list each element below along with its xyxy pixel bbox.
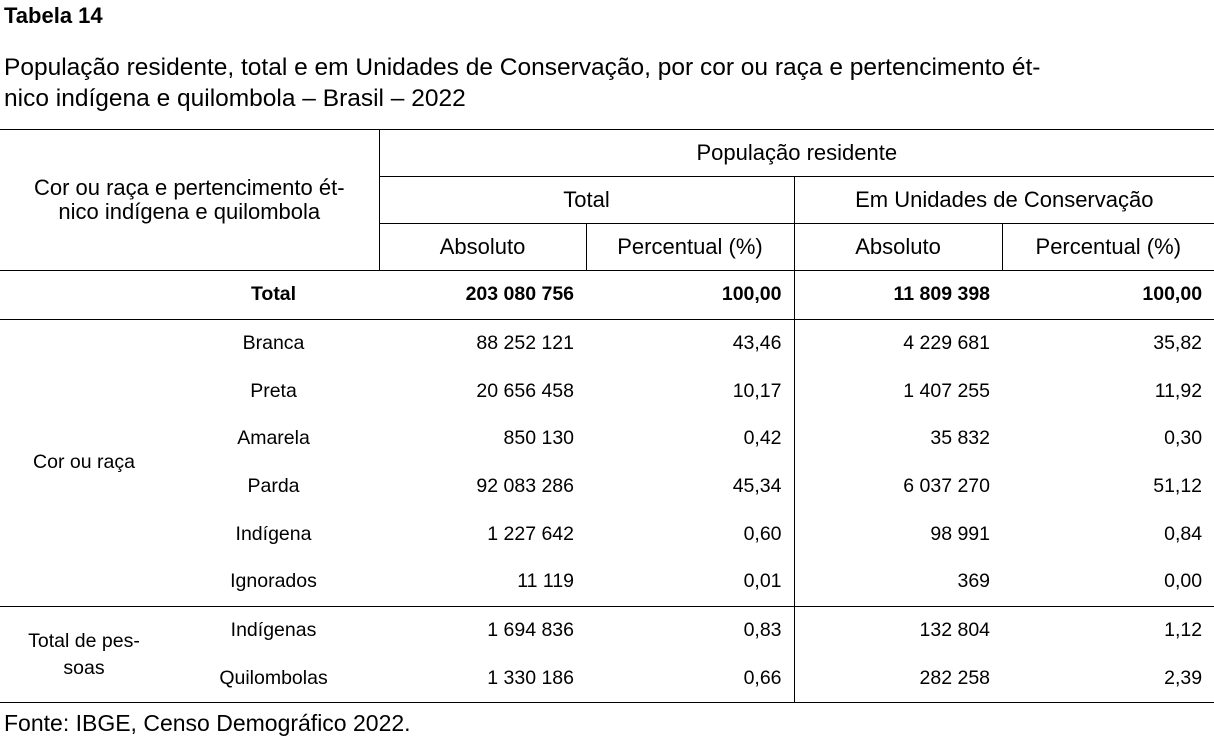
table-row: Ignorados 11 119 0,01 369 0,00: [0, 558, 1214, 607]
table-row: Indígena 1 227 642 0,60 98 991 0,84: [0, 510, 1214, 559]
caption-line: nico indígena e quilombola – Brasil – 20…: [4, 85, 466, 112]
header-uc-absolute: Absoluto: [793, 223, 1003, 271]
row-label: Preta: [250, 379, 297, 402]
cell-total-absolute: 203 080 756: [465, 283, 575, 306]
cell-uc-absolute: 369: [793, 558, 1003, 607]
cell-uc-absolute: 4 229 681: [793, 319, 1003, 368]
header-population: População residente: [378, 129, 1214, 177]
cell-uc-absolute: 35 832: [793, 415, 1003, 463]
header-uc-percent: Percentual (%): [1001, 223, 1214, 271]
cell-uc-percent: 100,00: [1142, 283, 1203, 306]
cell-uc-percent: 0,30: [1164, 427, 1203, 450]
table-caption: População residente, total e em Unidades…: [4, 52, 1204, 114]
cell-uc-percent: 35,82: [1153, 332, 1203, 355]
cell-uc-absolute: 98 991: [793, 510, 1003, 559]
cell-total-absolute: 850 130: [503, 427, 575, 450]
row-label: Quilombolas: [219, 666, 328, 689]
cell-uc-percent: 0,00: [1164, 570, 1203, 593]
group-label: Cor ou raça: [0, 319, 168, 607]
stub-header-line: Cor ou raça e pertencimento ét-: [33, 175, 345, 200]
table-label: Tabela 14: [4, 3, 103, 28]
cell-total-percent: 10,17: [732, 379, 782, 402]
stub-header-line: nico indígena e quilombola: [58, 199, 321, 224]
cell-total-absolute: 1 227 642: [487, 522, 575, 545]
cell-uc-absolute: 6 037 270: [793, 462, 1003, 511]
header-uc: Em Unidades de Conservação: [793, 176, 1214, 224]
cell-total-absolute: 1 694 836: [487, 619, 575, 642]
cell-uc-absolute: 1 407 255: [793, 367, 1003, 416]
cell-total-absolute: 11 119: [517, 570, 575, 593]
cell-total-absolute: 88 252 121: [476, 332, 575, 355]
cell-uc-percent: 51,12: [1153, 475, 1203, 498]
cell-total-percent: 43,46: [732, 332, 782, 355]
caption-line: População residente, total e em Unidades…: [4, 54, 1041, 81]
group-label-line: Total de pes-: [28, 629, 140, 652]
cell-uc-percent: 11,92: [1154, 379, 1203, 402]
group-label-line: soas: [63, 656, 105, 679]
cell-total-percent: 45,34: [732, 475, 782, 498]
row-label: Ignorados: [230, 570, 317, 593]
cell-uc-absolute: 282 258: [793, 654, 1003, 703]
table-row-total: Total 203 080 756 100,00 11 809 398 100,…: [0, 270, 1214, 320]
table-row: Amarela 850 130 0,42 35 832 0,30: [0, 415, 1214, 463]
table-row: Parda 92 083 286 45,34 6 037 270 51,12: [0, 462, 1214, 511]
row-label: Amarela: [237, 427, 310, 450]
table-row: Total de pes- soas Indígenas 1 694 836 0…: [0, 606, 1214, 704]
data-table-container: Cor ou raça e pertencimento ét- nico ind…: [0, 129, 1214, 704]
cell-total-absolute: 1 330 186: [487, 666, 575, 689]
row-label: Branca: [242, 332, 305, 355]
cell-uc-percent: 2,39: [1164, 666, 1203, 689]
header-total: Total: [378, 176, 795, 224]
cell-total-absolute: 92 083 286: [476, 475, 575, 498]
cell-total-absolute: 20 656 458: [476, 379, 575, 402]
row-label: Indígenas: [230, 619, 317, 642]
row-label: Indígena: [235, 522, 312, 545]
row-label: Parda: [247, 475, 300, 498]
table-row: Quilombolas 1 330 186 0,66 282 258 2,39: [0, 654, 1214, 703]
cell-total-percent: 0,83: [743, 619, 782, 642]
cell-uc-percent: 0,84: [1164, 522, 1203, 545]
cell-uc-absolute: 11 809 398: [793, 270, 1003, 320]
header-total-percent: Percentual (%): [585, 223, 795, 271]
cell-total-percent: 0,01: [743, 570, 782, 593]
cell-total-percent: 0,42: [743, 427, 782, 450]
cell-total-percent: 0,60: [743, 522, 782, 545]
table-row: Preta 20 656 458 10,17 1 407 255 11,92: [0, 367, 1214, 416]
stub-header: Cor ou raça e pertencimento ét- nico ind…: [0, 129, 380, 271]
cell-uc-percent: 1,12: [1164, 619, 1203, 642]
header-total-absolute: Absoluto: [378, 223, 587, 271]
table-row: Cor ou raça Branca 88 252 121 43,46 4 22…: [0, 319, 1214, 607]
data-table: Cor ou raça e pertencimento ét- nico ind…: [0, 129, 1214, 704]
cell-uc-absolute: 132 804: [793, 606, 1003, 655]
table-source: Fonte: IBGE, Censo Demográfico 2022.: [4, 710, 411, 736]
group-label: Total de pes- soas: [0, 606, 168, 704]
cell-total-percent: 0,66: [743, 666, 782, 689]
row-label: Total: [250, 283, 297, 306]
cell-total-percent: 100,00: [721, 283, 782, 306]
